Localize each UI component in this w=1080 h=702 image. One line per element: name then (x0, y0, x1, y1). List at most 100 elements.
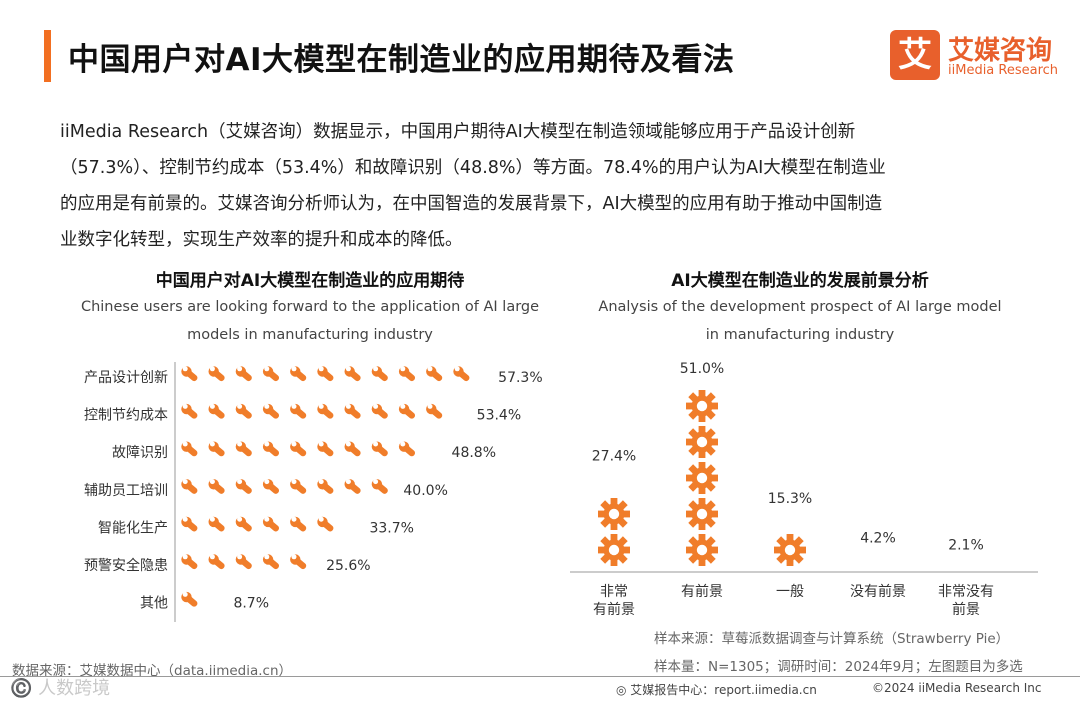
footer-copyright: ©2024 iiMedia Research Inc (872, 681, 1042, 695)
left-value-label: 57.3% (498, 370, 542, 386)
wrench-icon (208, 591, 226, 608)
right-category-label: 一般 (776, 584, 804, 600)
wrench-icon (398, 441, 417, 458)
wrench-icon (262, 516, 281, 533)
intro-line: 业数字化转型，实现生产效率的提升和成本的降低。 (60, 230, 463, 250)
left-category-label: 预警安全隐患 (84, 557, 168, 574)
wrench-icon (181, 591, 199, 608)
logo-mark: 艾 (890, 30, 940, 80)
left-category-label: 故障识别 (112, 445, 168, 461)
right-bar (686, 382, 718, 566)
wrench-icon (262, 366, 281, 383)
footer-report-center[interactable]: ◎ 艾媒报告中心：report.iimedia.cn (616, 681, 817, 698)
intro-paragraph: iiMedia Research（艾媒咨询）数据显示，中国用户期待AI大模型在制… (60, 114, 1022, 258)
right-value-label: 2.1% (948, 537, 984, 553)
title-accent-bar (44, 30, 51, 82)
right-pictogram-chart: 27.4%非常有前景51.0%有前景15.3%一般4.2%没有前景2.1%非常没… (570, 361, 1038, 618)
right-category-label: 没有前景 (850, 583, 906, 600)
wrench-icon (480, 366, 491, 383)
wrench-icon (344, 403, 362, 420)
wrench-icon (235, 403, 254, 420)
wrench-icon (262, 441, 281, 458)
logo-name-en: iiMedia Research (948, 63, 1059, 78)
wrench-icon (208, 366, 226, 383)
left-bar (181, 516, 362, 533)
wrench-icon (290, 479, 308, 496)
wrench-icon (262, 403, 281, 420)
wrench-icon (398, 403, 417, 420)
wrench-icon (235, 366, 254, 383)
left-value-label: 33.7% (369, 520, 413, 536)
wrench-icon (208, 441, 226, 458)
right-chart-subtitle: Analysis of the development prospect of … (560, 293, 1040, 349)
left-category-label: 智能化生产 (98, 520, 168, 536)
wrench-icon (208, 479, 226, 496)
brand-logo[interactable]: 艾 艾媒咨询 iiMedia Research (890, 30, 1068, 82)
data-source-note: 数据来源：艾媒数据中心（data.iimedia.cn） (12, 663, 293, 679)
wrench-icon (181, 441, 199, 458)
wrench-icon (181, 479, 199, 496)
gear-icon (686, 534, 718, 566)
right-value-label: 4.2% (860, 531, 896, 547)
left-category-label: 其他 (140, 596, 168, 612)
wrench-icon (262, 479, 281, 496)
wrench-icon (344, 516, 362, 533)
wrench-icon (208, 516, 226, 533)
left-value-label: 53.4% (477, 408, 521, 424)
left-bar (181, 366, 491, 383)
left-bar (181, 403, 469, 420)
left-bar (181, 479, 390, 496)
gear-icon (598, 498, 630, 530)
wrench-icon (317, 441, 335, 458)
right-chart-subtitle-line: in manufacturing industry (705, 327, 895, 343)
wrench-icon (344, 441, 362, 458)
wrench-icon (426, 441, 444, 458)
wrench-icon (290, 554, 308, 571)
wrench-icon (290, 403, 308, 420)
footer-report-link[interactable]: 艾媒报告中心：report.iimedia.cn (630, 683, 817, 697)
gear-icon (774, 534, 806, 566)
right-category-label: 非常没有 (938, 584, 994, 600)
wrench-icon (290, 441, 308, 458)
left-value-label: 8.7% (233, 596, 269, 612)
left-value-label: 40.0% (403, 483, 447, 499)
wrench-icon (290, 366, 308, 383)
wrench-icon (235, 516, 254, 533)
wrench-icon (235, 479, 254, 496)
wrench-icon (344, 479, 362, 496)
wrench-icon (426, 403, 444, 420)
wrench-icon (371, 403, 390, 420)
left-value-label: 25.6% (326, 558, 370, 574)
wrench-icon (262, 554, 281, 571)
gear-icon (686, 390, 718, 422)
right-category-label: 前景 (952, 601, 980, 618)
left-chart-title: 中国用户对AI大模型在制造业的应用期待 (155, 271, 465, 291)
sample-source-note: 样本来源：草莓派数据调查与计算系统（Strawberry Pie） (654, 631, 1010, 647)
wrench-icon (317, 479, 335, 496)
page-title: 中国用户对AI大模型在制造业的应用期待及看法 (68, 42, 735, 78)
wrench-icon (453, 403, 469, 420)
right-bar (598, 470, 630, 566)
wrench-icon (181, 554, 199, 571)
wrench-icon (181, 403, 199, 420)
right-bar (774, 513, 806, 566)
wrench-icon (208, 554, 226, 571)
left-value-label: 48.8% (452, 445, 496, 461)
left-category-label: 控制节约成本 (84, 408, 168, 424)
wrench-icon (453, 366, 471, 383)
gear-icon (686, 498, 718, 530)
wrench-icon (208, 403, 226, 420)
sample-size-note: 样本量：N=1305；调研时间：2024年9月；左图题目为多选 (654, 659, 1023, 675)
wrench-icon (235, 441, 254, 458)
right-value-label: 27.4% (592, 448, 636, 464)
left-category-label: 辅助员工培训 (84, 483, 168, 499)
watermark: ©️ 人数跨境 (10, 678, 111, 699)
wrench-icon (317, 403, 335, 420)
footer-divider (0, 676, 1080, 677)
wrench-icon (317, 366, 335, 383)
gear-icon (598, 470, 630, 494)
wrench-icon (344, 366, 362, 383)
left-chart-subtitle-line: models in manufacturing industry (187, 327, 433, 343)
wrench-icon (398, 366, 417, 383)
gear-icon (598, 534, 630, 566)
